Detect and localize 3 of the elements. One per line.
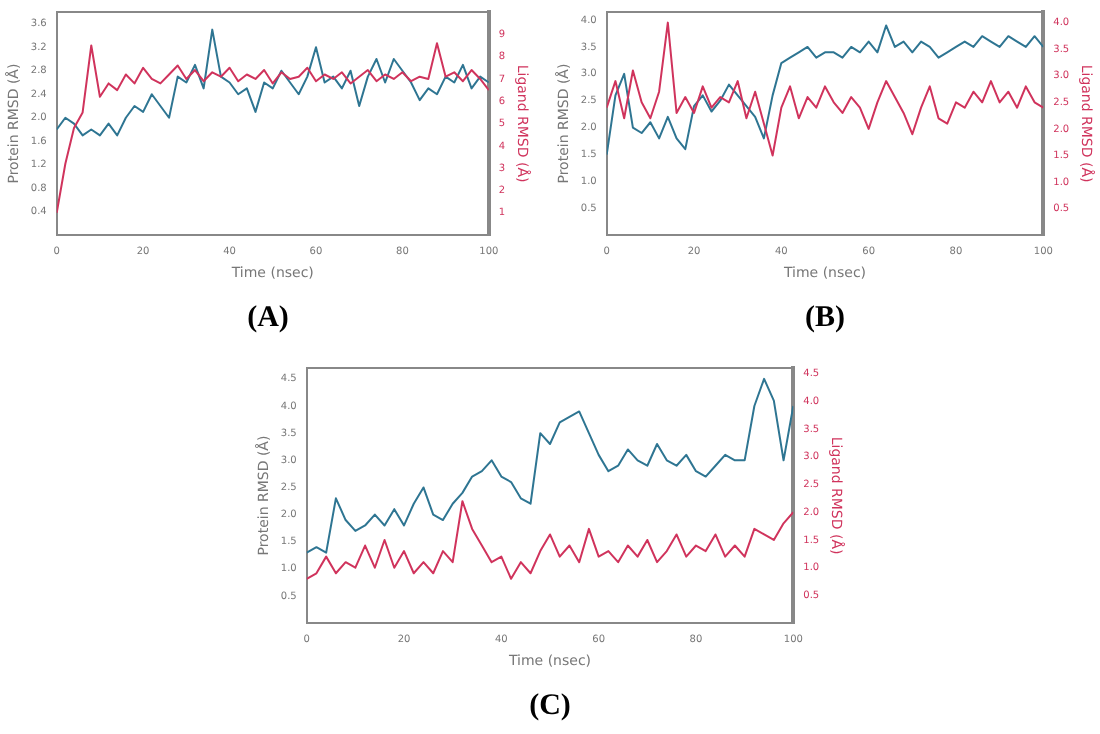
text: (C) xyxy=(529,689,571,722)
text: (B) xyxy=(805,301,845,334)
text: (A) xyxy=(247,301,289,334)
